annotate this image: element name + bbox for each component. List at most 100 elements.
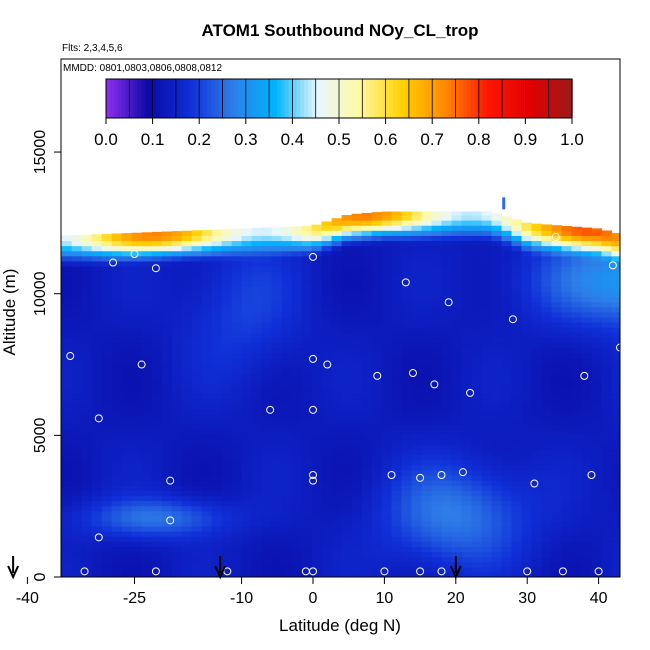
heatmap-cell — [311, 378, 323, 384]
heatmap-cell — [461, 357, 473, 364]
heatmap-cell — [571, 449, 583, 456]
heatmap-cell — [291, 383, 303, 389]
heatmap-cell — [311, 286, 323, 293]
heatmap-cell — [541, 520, 553, 527]
heatmap-cell — [351, 260, 363, 267]
heatmap-cell — [321, 485, 333, 491]
heatmap-cell — [191, 551, 203, 558]
heatmap-cell — [61, 449, 63, 456]
heatmap-cell — [531, 408, 543, 415]
heatmap-cell — [101, 424, 113, 430]
heatmap-cell — [111, 233, 123, 236]
heatmap-cell — [32, 465, 43, 471]
heatmap-cell — [501, 322, 513, 328]
heatmap-cell — [361, 212, 373, 216]
heatmap-cell — [241, 424, 253, 430]
heatmap-cell — [22, 455, 33, 461]
heatmap-cell — [301, 260, 313, 267]
heatmap-cell — [211, 413, 223, 420]
heatmap-cell — [491, 383, 503, 389]
heatmap-cell — [2, 393, 13, 399]
heatmap-cell — [171, 505, 183, 512]
heatmap-cell — [441, 393, 453, 400]
heatmap-cell — [301, 536, 313, 542]
heatmap-cell — [471, 561, 483, 568]
heatmap-cell — [261, 434, 273, 440]
heatmap-cell — [441, 541, 453, 547]
heatmap-cell — [281, 495, 293, 502]
heatmap-cell — [121, 541, 133, 547]
heatmap-cell — [401, 332, 413, 338]
heatmap-cell — [531, 413, 543, 420]
heatmap-cell — [271, 418, 283, 425]
heatmap-cell — [441, 347, 453, 354]
heatmap-cell — [231, 362, 243, 369]
heatmap-cell — [351, 286, 363, 293]
heatmap-cell — [381, 388, 393, 395]
heatmap-cell — [391, 367, 403, 374]
heatmap-cell — [531, 378, 543, 384]
heatmap-cell — [311, 413, 323, 420]
heatmap-cell — [71, 306, 83, 313]
heatmap-cell — [211, 454, 223, 461]
heatmap-cell — [481, 357, 493, 364]
heatmap-cell — [381, 306, 393, 313]
heatmap-cell — [321, 367, 333, 374]
heatmap-cell — [531, 296, 543, 303]
heatmap-cell — [221, 459, 233, 466]
heatmap-cell — [411, 418, 423, 425]
heatmap-cell — [161, 250, 173, 257]
heatmap-cell — [581, 500, 593, 507]
heatmap-cell — [451, 551, 463, 558]
heatmap-cell — [331, 352, 343, 359]
heatmap-cell — [121, 469, 133, 476]
heatmap-cell — [81, 398, 93, 405]
heatmap-cell — [571, 429, 583, 435]
heatmap-cell — [541, 311, 553, 318]
heatmap-cell — [511, 357, 523, 364]
heatmap-cell — [431, 398, 443, 405]
heatmap-cell — [561, 245, 573, 252]
heatmap-cell — [321, 556, 333, 563]
heatmap-cell — [111, 439, 123, 446]
heatmap-cell — [61, 357, 63, 364]
heatmap-cell — [451, 480, 463, 486]
heatmap-cell — [141, 352, 153, 359]
heatmap-cell — [341, 311, 353, 318]
heatmap-cell — [291, 311, 303, 318]
heatmap-cell — [481, 352, 493, 359]
heatmap-cell — [42, 393, 53, 399]
heatmap-cell — [571, 408, 583, 415]
heatmap-cell — [221, 480, 233, 486]
heatmap-cell — [221, 362, 233, 369]
heatmap-cell — [42, 404, 53, 410]
heatmap-cell — [271, 485, 283, 491]
heatmap-cell — [311, 388, 323, 395]
heatmap-cell — [231, 495, 243, 502]
heatmap-cell — [201, 337, 213, 344]
heatmap-cell — [431, 332, 443, 338]
heatmap-cell — [251, 357, 263, 364]
heatmap-cell — [431, 255, 443, 262]
heatmap-cell — [541, 469, 553, 476]
heatmap-cell — [311, 316, 323, 323]
heatmap-cell — [281, 424, 293, 430]
heatmap-cell — [261, 337, 273, 344]
heatmap-cell — [531, 480, 543, 486]
heatmap-cell — [401, 342, 413, 349]
heatmap-cell — [22, 302, 33, 308]
heatmap-cell — [201, 240, 213, 247]
heatmap-cell — [231, 230, 243, 236]
heatmap-cell — [341, 429, 353, 435]
heatmap-cell — [121, 495, 133, 502]
heatmap-cell — [22, 567, 33, 573]
heatmap-cell — [2, 460, 13, 466]
heatmap-cell — [311, 454, 323, 461]
heatmap-cell — [401, 367, 413, 374]
heatmap-cell — [231, 561, 243, 568]
heatmap-cell — [571, 250, 583, 257]
heatmap-cell — [481, 327, 493, 333]
heatmap-cell — [381, 480, 393, 486]
heatmap-cell — [2, 246, 13, 252]
heatmap-cell — [61, 413, 63, 420]
